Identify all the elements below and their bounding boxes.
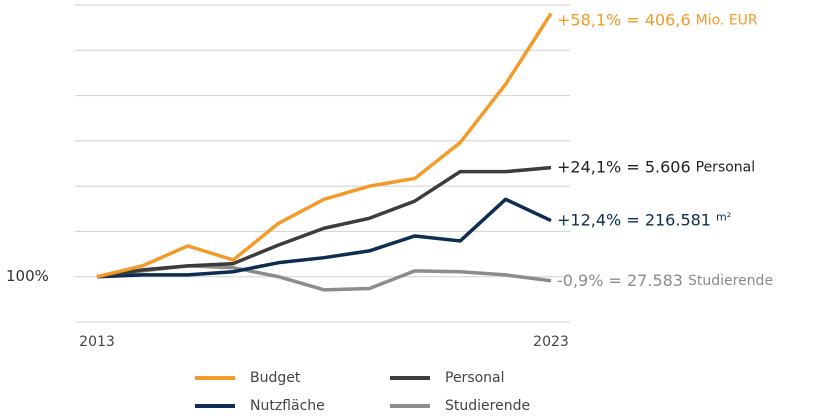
end-label-value: -0,9% = 27.583 [557, 270, 683, 289]
end-label-value: +12,4% = 216.581 [557, 210, 711, 229]
y-tick-label: 100% [6, 267, 49, 285]
x-tick-label: 2023 [533, 334, 569, 350]
line [96, 12, 553, 279]
end-label-unit: Personal [696, 160, 756, 176]
x-tick-label: 2013 [79, 334, 115, 350]
end-label: -0,9% = 27.583 Studierende [557, 270, 773, 289]
legend-label: Nutzfläche [250, 398, 325, 414]
legend-label: Personal [445, 370, 505, 386]
legend-label: Budget [250, 370, 301, 386]
end-label: +58,1% = 406,6 Mio. EUR [557, 10, 758, 29]
end-label-unit: Studierende [688, 273, 773, 289]
end-label-value: +24,1% = 5.606 [557, 157, 691, 176]
end-label-unit: Mio. EUR [696, 13, 758, 29]
line [96, 197, 552, 279]
line [96, 165, 552, 279]
end-label-unit: m² [716, 211, 731, 224]
end-label-value: +58,1% = 406,6 [557, 10, 691, 29]
legend-label: Studierende [445, 398, 530, 414]
end-label: +24,1% = 5.606 Personal [557, 157, 755, 176]
end-label: +12,4% = 216.581 m² [557, 210, 731, 229]
